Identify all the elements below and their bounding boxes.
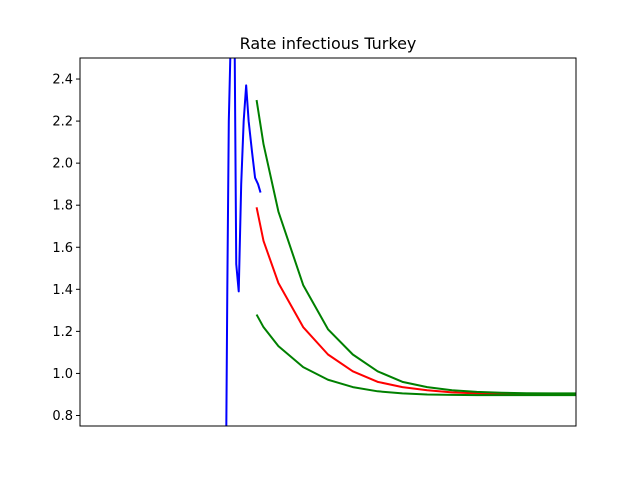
plot-frame <box>79 57 577 427</box>
y-tick-label-8: 2.4 <box>52 73 73 88</box>
y-tick-label-3: 1.4 <box>52 283 73 298</box>
series-line-2 <box>255 99 576 395</box>
y-tick-label-6: 2.0 <box>52 157 73 172</box>
y-tick-label-1: 1.0 <box>52 367 73 382</box>
series-layer <box>225 58 576 426</box>
chart-title: Rate infectious Turkey <box>240 34 417 53</box>
y-tick-label-2: 1.2 <box>52 325 73 340</box>
y-tick-label-7: 2.2 <box>52 115 73 130</box>
y-tick-label-4: 1.6 <box>52 241 73 256</box>
y-tick-label-5: 1.8 <box>52 199 73 214</box>
y-axis: 0.8 1.0 1.2 1.4 1.6 1.8 2.0 2.2 2.4 <box>52 73 80 424</box>
y-tick-label-0: 0.8 <box>52 409 73 424</box>
series-line-0 <box>225 58 262 426</box>
series-line-3 <box>255 314 576 397</box>
